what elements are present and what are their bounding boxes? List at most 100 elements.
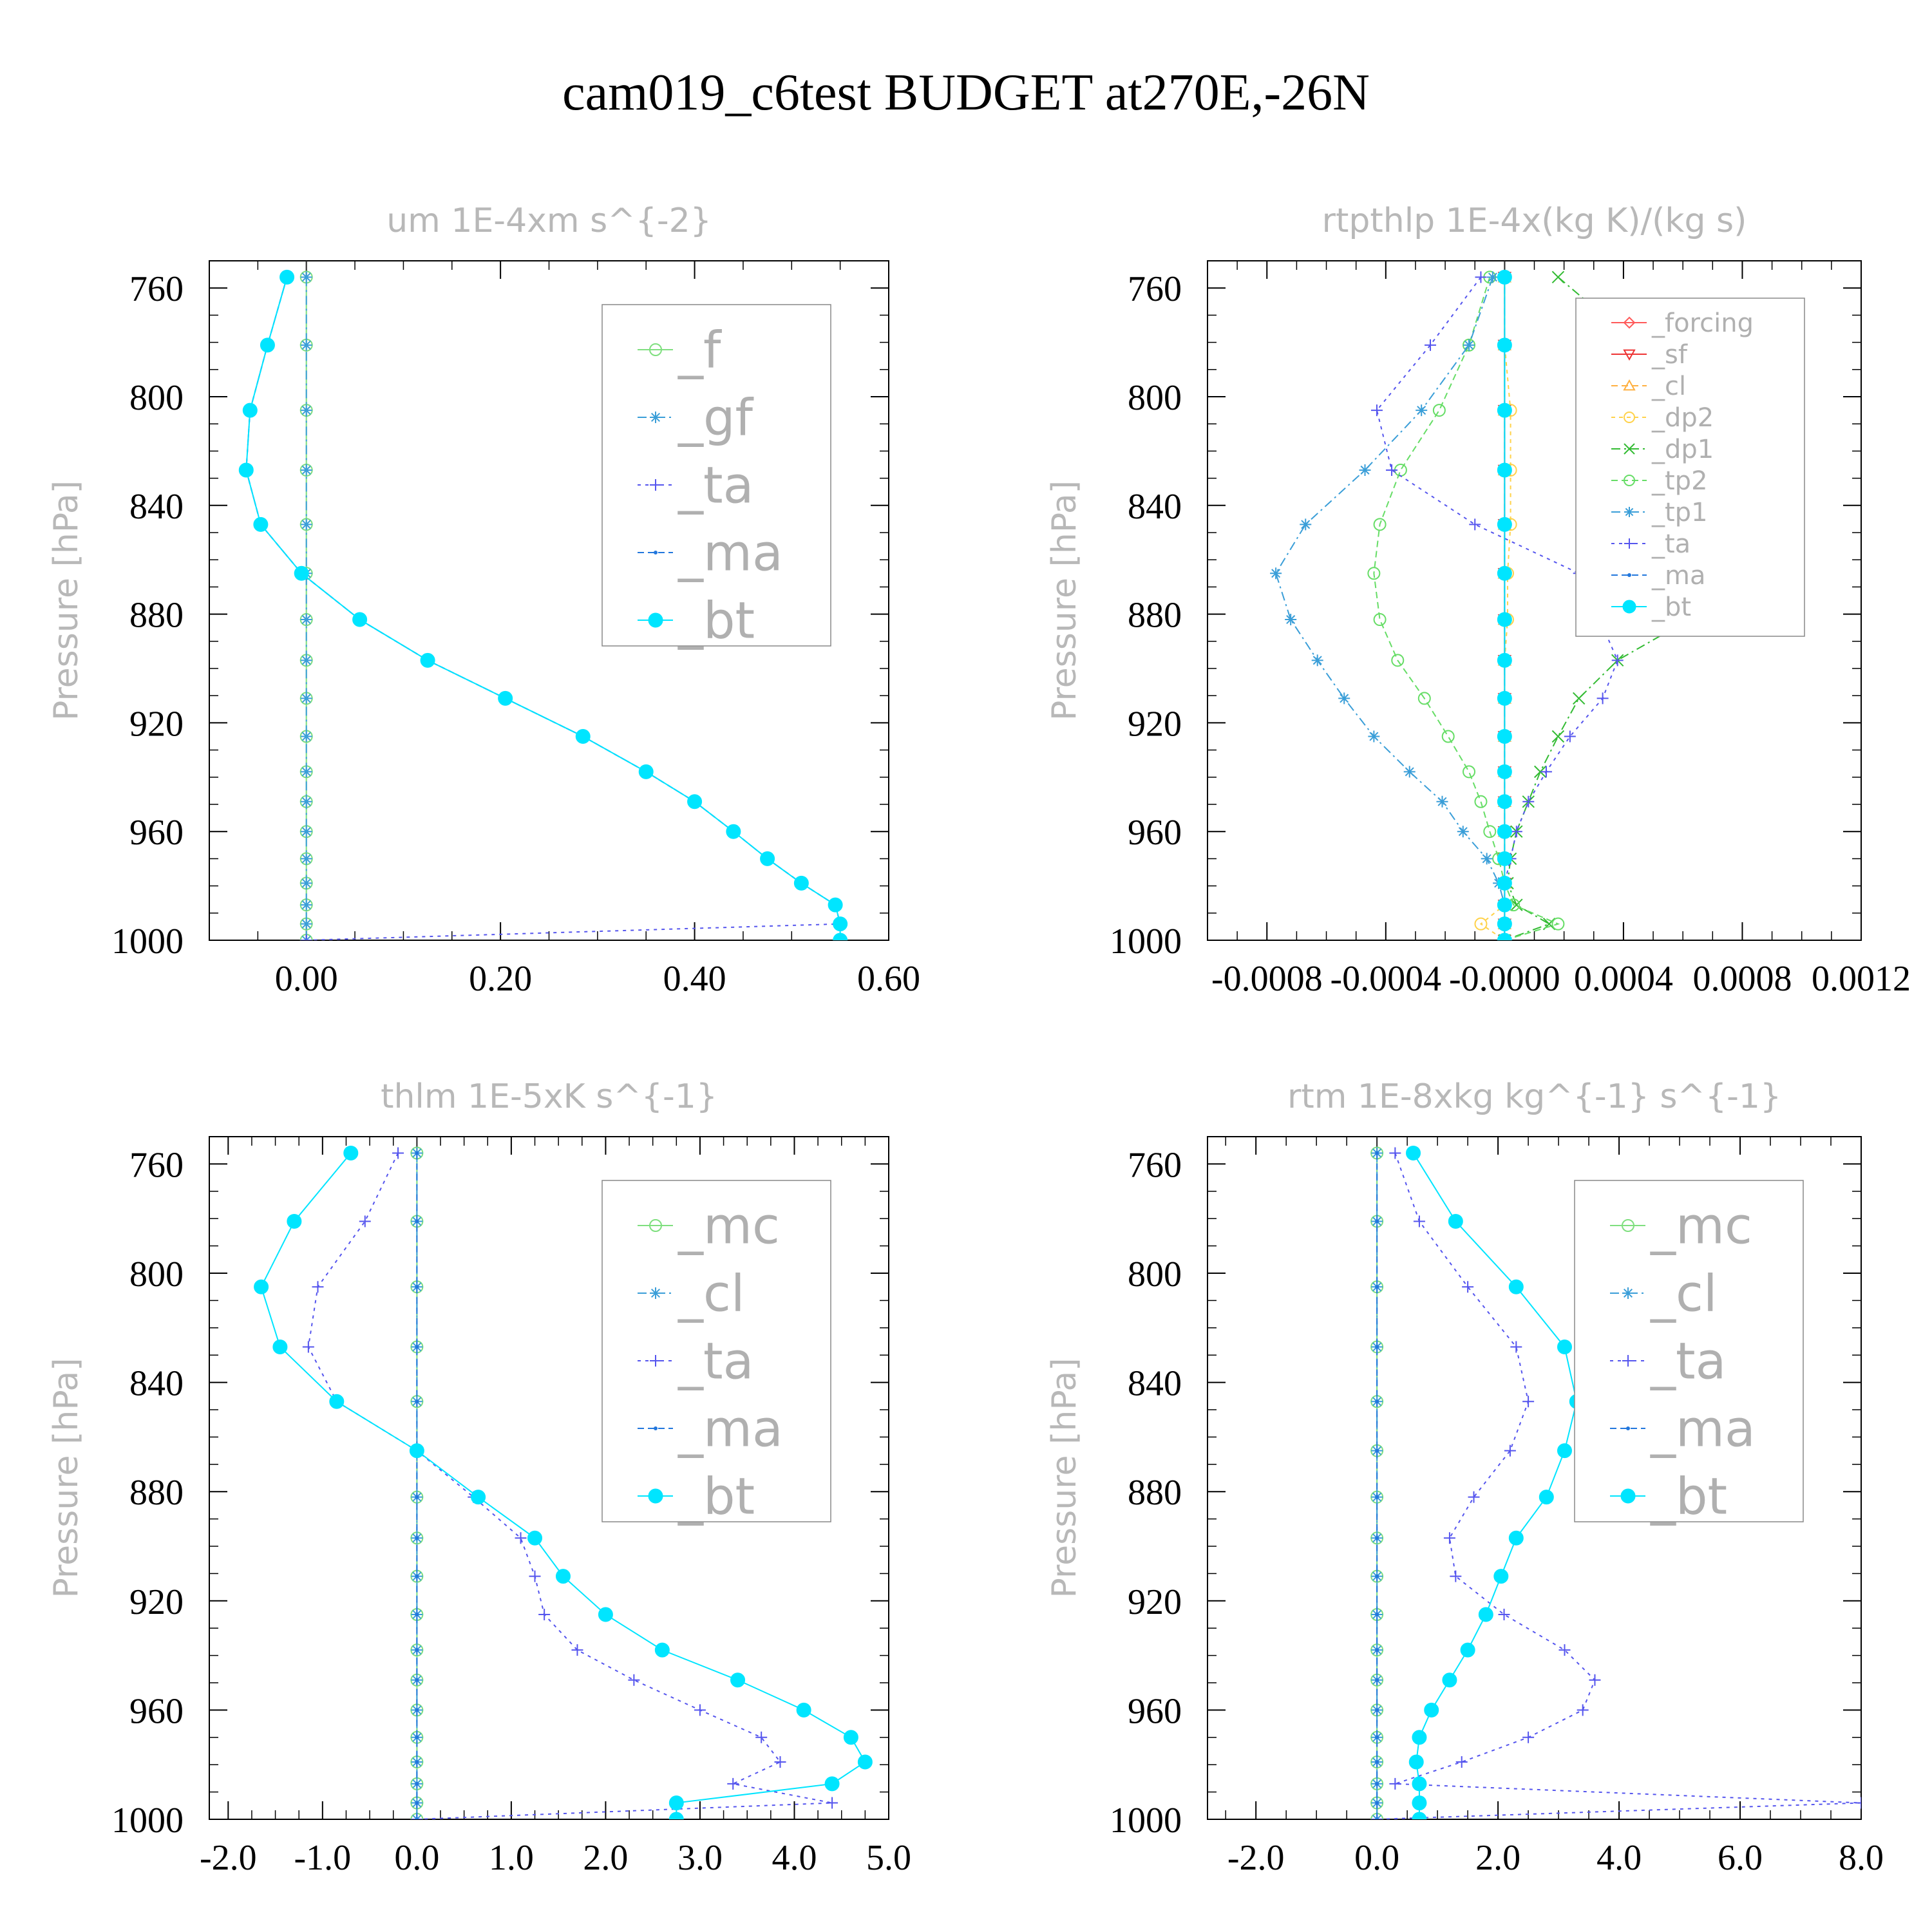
data-point (1504, 1444, 1516, 1457)
data-point (300, 899, 312, 911)
data-point (1564, 730, 1576, 743)
data-point (300, 795, 312, 808)
x-tick-label: 0.0004 (1574, 959, 1673, 999)
x-tick-label: 0.00 (275, 959, 338, 999)
data-point (774, 1756, 786, 1768)
legend: _mc _cl _ta _ma _bt (1574, 1180, 1804, 1526)
y-tick-label: 960 (1128, 1691, 1182, 1731)
data-point (1285, 614, 1297, 626)
legend-label: _ta (677, 1332, 753, 1390)
legend-marker (1624, 475, 1635, 486)
x-tick-label: 8.0 (1839, 1838, 1884, 1878)
data-point (1481, 853, 1493, 865)
data-point (857, 1754, 873, 1770)
chart-panel-0: um 1E-4xm s^{-2} Pressure [hPa] 0.00 0.20 0.… (47, 202, 920, 999)
y-tick-label: 960 (129, 1691, 184, 1731)
legend-item: _cl (638, 1265, 745, 1323)
legend-marker (1622, 1219, 1634, 1232)
data-point (1386, 464, 1398, 476)
legend-label: _bt (677, 1468, 755, 1526)
data-point (1412, 1730, 1427, 1745)
y-tick-label: 960 (1128, 813, 1182, 853)
series_tp1 (1270, 271, 1511, 940)
legend-label: _mc (677, 1197, 780, 1255)
data-point (1522, 795, 1535, 808)
data-point (1478, 1607, 1493, 1622)
legend-marker (1626, 1426, 1630, 1430)
data-point (1412, 1776, 1427, 1792)
legend-marker (650, 1287, 661, 1299)
x-tick-label: -2.0 (1227, 1838, 1285, 1878)
data-point (329, 1394, 345, 1409)
y-tick-label: 760 (1128, 1145, 1182, 1185)
x-tick-label: 2.0 (583, 1838, 628, 1878)
y-tick-label: 880 (129, 596, 184, 636)
legend-item: _sf (1611, 340, 1688, 370)
data-point (1416, 404, 1428, 417)
x-tick-label: 0.0008 (1692, 959, 1792, 999)
chart-panel-1: rtpthlp 1E-4x(kg K)/(kg s) Pressure [hPa]… (1045, 202, 1911, 999)
series_tp2 (1367, 270, 1565, 940)
legend-label: _ma (677, 524, 783, 582)
data-point (415, 1735, 419, 1739)
data-point (300, 404, 312, 417)
data-point (1551, 270, 1565, 284)
data-point (415, 1285, 419, 1289)
legend-item: _cl (1611, 372, 1686, 401)
y-axis-label: Pressure [hPa] (1045, 1358, 1084, 1598)
data-point (300, 934, 312, 940)
x-tick-label: 0.20 (469, 959, 532, 999)
legend-item: _f (638, 321, 722, 379)
data-point (1436, 795, 1448, 808)
series-line (1373, 277, 1560, 940)
y-tick-label: 880 (129, 1473, 184, 1513)
data-point (1522, 1396, 1535, 1408)
legend-item: _forcing (1611, 308, 1754, 338)
data-point (1497, 794, 1512, 810)
legend-marker (1624, 443, 1635, 455)
data-point (796, 1702, 811, 1718)
y-tick-label: 1000 (111, 922, 184, 961)
data-point (1540, 766, 1552, 778)
y-tick-label: 840 (1128, 1364, 1182, 1404)
legend: _forcing_sf_cl_dp2_dp1_tp2_tp1_ta_ma_bt (1575, 298, 1805, 637)
x-tick-label: 0.40 (663, 959, 726, 999)
data-point (415, 1817, 419, 1819)
x-tick-label: 0.0012 (1812, 959, 1911, 999)
data-point (1389, 1147, 1401, 1159)
data-point (824, 1776, 840, 1792)
legend-item: _dp1 (1611, 435, 1714, 464)
data-point (242, 402, 258, 418)
y-tick-label: 760 (1128, 269, 1182, 309)
data-point (1460, 1642, 1475, 1658)
legend-box (601, 1180, 831, 1522)
data-point (1510, 1341, 1522, 1353)
data-point (471, 1490, 486, 1505)
plot-frame (209, 1136, 889, 1820)
data-point (1375, 1536, 1379, 1540)
legend-marker (1622, 1287, 1634, 1299)
data-point (238, 462, 254, 478)
data-point (300, 614, 312, 626)
legend-marker (1624, 507, 1634, 517)
data-point (415, 1574, 419, 1578)
legend-item: _ma (638, 524, 783, 582)
legend-marker (654, 551, 658, 554)
legend-marker (648, 612, 663, 628)
data-point (260, 337, 275, 353)
x-tick-label: 2.0 (1475, 1838, 1520, 1878)
legend-label: _dp1 (1651, 435, 1714, 464)
data-point (654, 1642, 670, 1658)
x-tick-label: 1.0 (489, 1838, 534, 1878)
data-point (1497, 875, 1512, 891)
data-point (415, 1759, 419, 1764)
legend-marker (650, 412, 661, 423)
legend-label: _ma (1650, 1400, 1756, 1458)
data-point (409, 1443, 424, 1459)
data-point (1406, 1145, 1421, 1160)
legend-marker (1627, 573, 1631, 577)
y-tick-label: 800 (129, 1255, 184, 1294)
data-point (598, 1607, 613, 1622)
y-axis-label: Pressure [hPa] (47, 480, 86, 721)
data-point (300, 692, 312, 705)
